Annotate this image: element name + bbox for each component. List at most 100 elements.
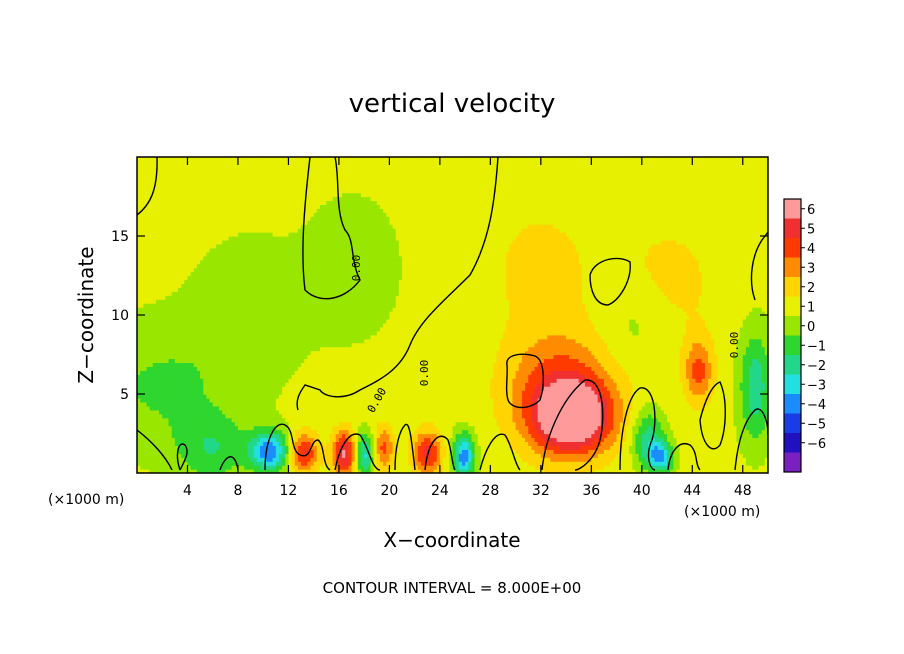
heat-cell bbox=[364, 461, 368, 466]
heat-cell bbox=[673, 457, 678, 462]
heat-cell bbox=[465, 429, 469, 435]
heat-cell bbox=[159, 433, 163, 439]
heat-cell bbox=[247, 457, 252, 462]
heat-cell bbox=[354, 457, 359, 462]
heat-cell bbox=[528, 445, 532, 450]
heat-cell bbox=[755, 445, 760, 450]
heat-cell bbox=[351, 457, 356, 462]
heat-cell bbox=[506, 433, 510, 439]
heat-cell bbox=[607, 469, 611, 473]
heat-cell bbox=[140, 449, 144, 454]
heat-cell bbox=[420, 453, 425, 458]
heat-cell bbox=[499, 449, 504, 454]
heat-cell bbox=[487, 457, 491, 462]
heat-cell bbox=[427, 429, 432, 435]
heat-cell bbox=[414, 449, 419, 454]
heat-cell bbox=[600, 437, 605, 442]
heat-cell bbox=[667, 469, 671, 473]
heat-cell bbox=[146, 457, 151, 462]
heat-cell bbox=[361, 469, 365, 473]
heat-cell bbox=[219, 457, 223, 462]
heat-cell bbox=[540, 445, 545, 450]
heat-cell bbox=[361, 429, 365, 435]
heat-cell bbox=[562, 437, 567, 442]
heat-cell bbox=[610, 461, 614, 466]
heat-cell bbox=[219, 469, 223, 473]
heat-cell bbox=[436, 445, 441, 450]
heat-cell bbox=[641, 441, 646, 446]
heat-cell bbox=[361, 433, 365, 439]
heat-cell bbox=[143, 441, 148, 446]
heat-cell bbox=[704, 465, 709, 470]
heat-cell bbox=[234, 441, 239, 446]
heat-cell bbox=[572, 441, 577, 446]
heat-cell bbox=[506, 469, 510, 473]
heat-cell bbox=[667, 437, 671, 442]
heat-cell bbox=[342, 457, 346, 462]
heat-cell bbox=[540, 437, 545, 442]
heat-cell bbox=[361, 453, 365, 458]
heat-cell bbox=[304, 445, 308, 450]
heat-cell bbox=[256, 441, 261, 446]
heat-cell bbox=[597, 429, 602, 435]
heat-cell bbox=[405, 433, 409, 439]
heat-cell bbox=[364, 457, 368, 462]
heat-cell bbox=[613, 441, 618, 446]
heat-cell bbox=[689, 465, 693, 470]
heat-cell bbox=[266, 457, 271, 462]
heat-cell bbox=[187, 433, 192, 439]
heat-cell bbox=[585, 437, 589, 442]
heat-cell bbox=[685, 433, 690, 439]
heat-cell bbox=[607, 441, 611, 446]
heat-cell bbox=[663, 449, 668, 454]
heat-cell bbox=[313, 437, 318, 442]
heat-cell bbox=[493, 429, 498, 435]
heat-cell bbox=[764, 433, 768, 439]
heat-cell bbox=[256, 429, 261, 435]
heat-cell bbox=[603, 453, 608, 458]
heat-cell bbox=[682, 445, 687, 450]
heat-cell bbox=[417, 437, 422, 442]
heat-cell bbox=[212, 461, 217, 466]
heat-cell bbox=[657, 461, 662, 466]
heat-cell bbox=[222, 457, 226, 462]
heat-cell bbox=[288, 465, 293, 470]
heat-cell bbox=[758, 441, 763, 446]
heat-cell bbox=[247, 461, 252, 466]
heat-cell bbox=[591, 461, 596, 466]
heat-cell bbox=[307, 441, 312, 446]
heat-cell bbox=[553, 469, 558, 473]
heat-cell bbox=[137, 445, 141, 450]
heat-cell bbox=[275, 445, 280, 450]
heat-cell bbox=[345, 441, 349, 446]
heat-cell bbox=[231, 445, 236, 450]
heat-cell bbox=[329, 469, 334, 473]
heat-cell bbox=[319, 453, 324, 458]
heat-cell bbox=[266, 453, 271, 458]
heat-cell bbox=[338, 437, 343, 442]
heat-cell bbox=[342, 465, 346, 470]
heat-cell bbox=[373, 457, 378, 462]
heat-cell bbox=[332, 453, 337, 458]
heat-cell bbox=[190, 449, 195, 454]
heat-cell bbox=[550, 457, 555, 462]
heat-cell bbox=[506, 457, 510, 462]
heat-cell bbox=[338, 453, 343, 458]
heat-cell bbox=[676, 461, 681, 466]
heat-cell bbox=[398, 433, 403, 439]
heat-cell bbox=[342, 469, 346, 473]
heat-cell bbox=[575, 453, 580, 458]
heat-cell bbox=[244, 457, 249, 462]
heat-cell bbox=[326, 449, 331, 454]
heat-cell bbox=[742, 445, 747, 450]
heat-cell bbox=[329, 437, 334, 442]
heat-cell bbox=[474, 461, 479, 466]
heat-cell bbox=[181, 465, 185, 470]
heat-cell bbox=[685, 449, 690, 454]
heat-cell bbox=[345, 465, 349, 470]
heat-cell bbox=[540, 469, 545, 473]
heat-cell bbox=[644, 445, 649, 450]
heat-cell bbox=[635, 449, 640, 454]
heat-cell bbox=[493, 465, 498, 470]
heat-cell bbox=[474, 465, 479, 470]
